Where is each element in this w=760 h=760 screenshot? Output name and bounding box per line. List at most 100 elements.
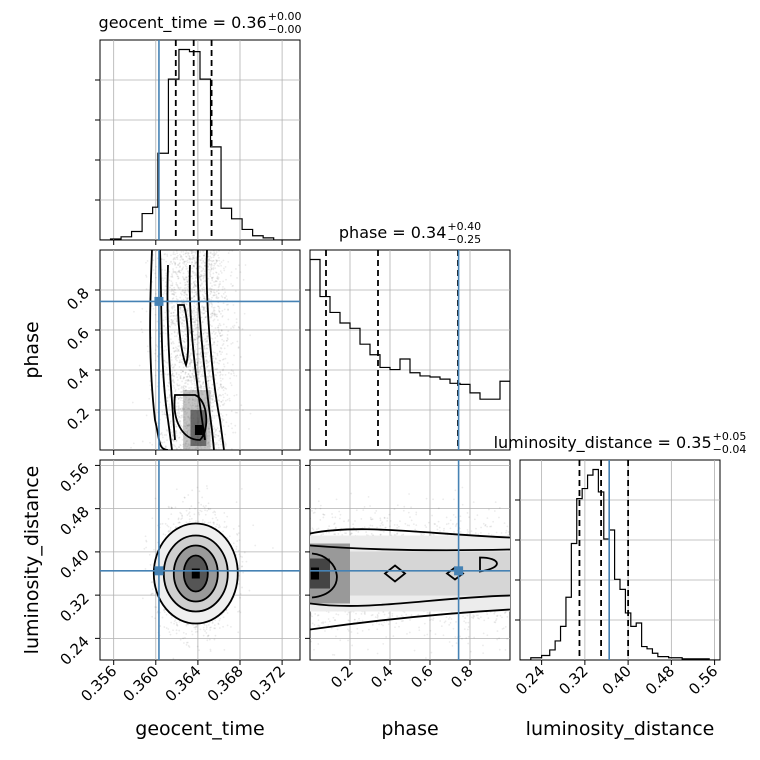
sample-point	[208, 375, 211, 378]
sample-point	[194, 277, 197, 280]
sample-point	[213, 281, 215, 283]
sample-point	[199, 375, 202, 378]
sample-point	[214, 327, 217, 329]
sample-point	[188, 511, 191, 514]
sample-point	[212, 405, 215, 408]
sample-point	[196, 323, 199, 326]
sample-point	[167, 529, 170, 532]
sample-point	[186, 280, 189, 283]
sample-point	[215, 525, 217, 528]
sample-point	[178, 521, 181, 524]
sample-point	[178, 361, 181, 364]
sample-point	[222, 530, 225, 533]
sample-point	[186, 313, 189, 316]
sample-point	[170, 319, 173, 321]
sample-point	[141, 597, 144, 600]
sample-point	[225, 353, 228, 355]
sample-point	[200, 321, 203, 324]
sample-point	[198, 335, 201, 338]
sample-point	[183, 302, 186, 305]
sample-point	[214, 400, 217, 402]
sample-point	[171, 284, 173, 287]
sample-point	[224, 399, 227, 402]
sample-point	[193, 343, 196, 346]
sample-point	[204, 306, 206, 309]
sample-point	[192, 321, 195, 323]
sample-point	[175, 629, 178, 632]
sample-point	[184, 289, 187, 292]
sample-point	[200, 355, 203, 358]
sample-point	[185, 333, 188, 336]
sample-point	[218, 350, 221, 353]
sample-point	[194, 285, 197, 288]
sample-point	[163, 404, 166, 407]
sample-point	[232, 370, 235, 373]
sample-point	[230, 410, 233, 413]
sample-point	[164, 445, 167, 448]
sample-point	[231, 363, 234, 366]
sample-point	[191, 383, 193, 385]
sample-point	[156, 611, 159, 614]
sample-point	[154, 313, 157, 316]
sample-point	[219, 324, 222, 327]
sample-point	[237, 549, 240, 552]
sample-point	[214, 280, 217, 282]
sample-point	[213, 510, 216, 513]
sample-point	[486, 634, 489, 637]
sample-point	[170, 321, 173, 324]
sample-point	[173, 314, 175, 317]
sample-point	[179, 306, 182, 308]
sample-point	[198, 490, 201, 493]
sample-point	[178, 262, 181, 265]
sample-point	[211, 276, 213, 279]
sample-point	[204, 264, 207, 267]
sample-point	[214, 368, 217, 371]
sample-point	[188, 356, 191, 358]
sample-point	[206, 639, 209, 642]
sample-point	[184, 330, 186, 332]
sample-point	[202, 344, 205, 347]
sample-point	[214, 333, 216, 336]
sample-point	[180, 256, 183, 258]
sample-point	[211, 304, 214, 306]
sample-point	[219, 440, 222, 443]
sample-point	[202, 382, 204, 385]
sample-point	[206, 341, 208, 343]
sample-point	[201, 383, 204, 386]
sample-point	[200, 387, 203, 390]
sample-point	[174, 363, 176, 366]
sample-point	[211, 344, 214, 346]
sample-point	[183, 263, 186, 265]
sample-point	[193, 265, 196, 268]
sample-point	[167, 505, 170, 508]
sample-point	[208, 258, 211, 261]
sample-point	[221, 417, 223, 420]
sample-point	[213, 264, 215, 267]
sample-point	[205, 362, 208, 364]
sample-point	[201, 496, 204, 499]
sample-point	[178, 361, 181, 364]
sample-point	[205, 362, 208, 365]
sample-point	[189, 369, 192, 372]
sample-point	[156, 320, 159, 323]
sample-point	[171, 374, 174, 376]
sample-point	[242, 278, 245, 281]
sample-point	[206, 340, 209, 343]
sample-point	[178, 421, 181, 423]
sample-point	[384, 526, 387, 529]
sample-point	[218, 350, 221, 353]
sample-point	[172, 439, 175, 442]
sample-point	[190, 630, 193, 633]
sample-point	[201, 287, 203, 290]
sample-point	[214, 430, 217, 433]
sample-point	[189, 250, 191, 252]
sample-point	[199, 383, 202, 386]
sample-point	[180, 255, 182, 258]
sample-point	[154, 272, 157, 275]
sample-point	[218, 332, 221, 335]
sample-point	[221, 351, 224, 354]
sample-point	[182, 301, 185, 304]
sample-point	[193, 289, 196, 292]
sample-point	[164, 522, 167, 525]
sample-point	[172, 292, 175, 295]
